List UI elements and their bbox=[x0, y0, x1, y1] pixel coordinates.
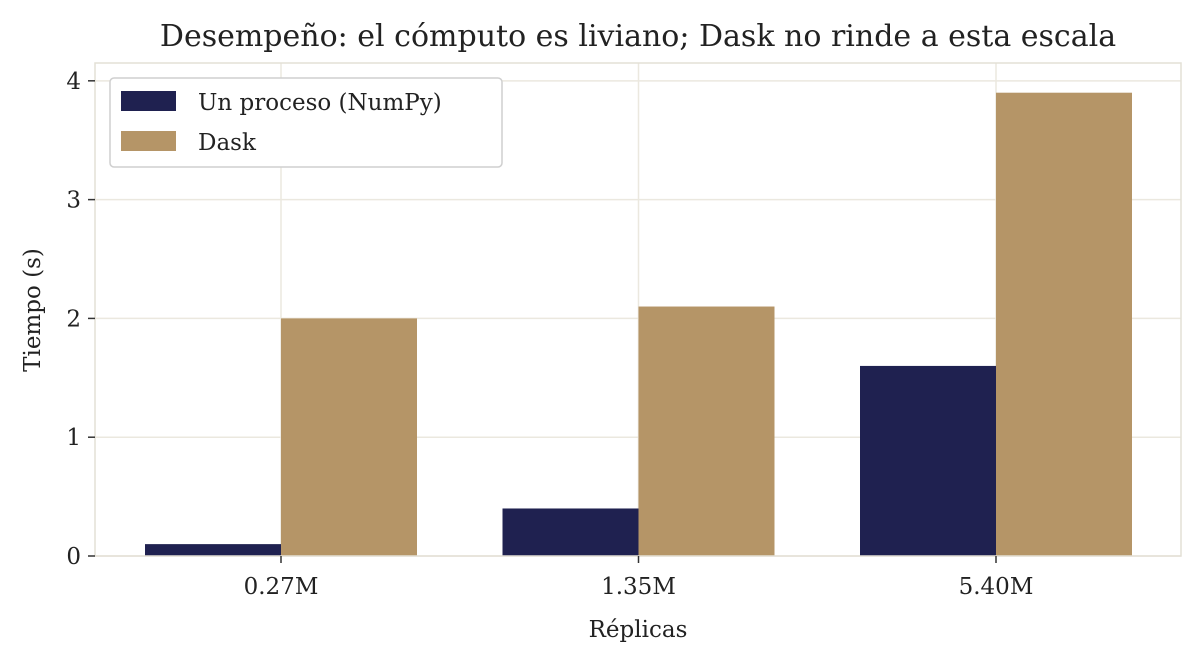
y-tick-label: 4 bbox=[66, 69, 81, 95]
ticks-layer: 0 1 2 3 4 0.27M 1.35M 5.40M bbox=[66, 69, 1033, 600]
bars-layer bbox=[145, 92, 1132, 556]
legend: Un proceso (NumPy) Dask bbox=[109, 77, 503, 168]
x-tick-label: 1.35M bbox=[601, 574, 676, 600]
bar-numpy-5_40M bbox=[860, 365, 996, 556]
x-axis-label: Réplicas bbox=[589, 617, 688, 643]
y-tick-label: 3 bbox=[66, 188, 81, 214]
legend-swatch-dask bbox=[121, 131, 176, 151]
legend-swatch-numpy bbox=[121, 91, 176, 111]
y-axis-label: Tiempo (s) bbox=[20, 248, 46, 372]
bar-dask-1_35M bbox=[638, 306, 775, 556]
chart-title: Desempeño: el cómputo es liviano; Dask n… bbox=[160, 19, 1116, 54]
legend-label-numpy: Un proceso (NumPy) bbox=[198, 90, 442, 116]
y-tick-label: 0 bbox=[66, 544, 81, 570]
legend-label-dask: Dask bbox=[198, 130, 257, 156]
bar-numpy-0_27M bbox=[145, 544, 281, 556]
legend-box bbox=[109, 77, 503, 168]
x-tick-label: 5.40M bbox=[959, 574, 1034, 600]
bar-dask-0_27M bbox=[281, 318, 417, 556]
y-tick-label: 1 bbox=[66, 425, 81, 451]
x-tick-label: 0.27M bbox=[244, 574, 319, 600]
bar-dask-5_40M bbox=[996, 92, 1132, 556]
bar-numpy-1_35M bbox=[502, 508, 639, 556]
y-tick-label: 2 bbox=[66, 306, 81, 332]
